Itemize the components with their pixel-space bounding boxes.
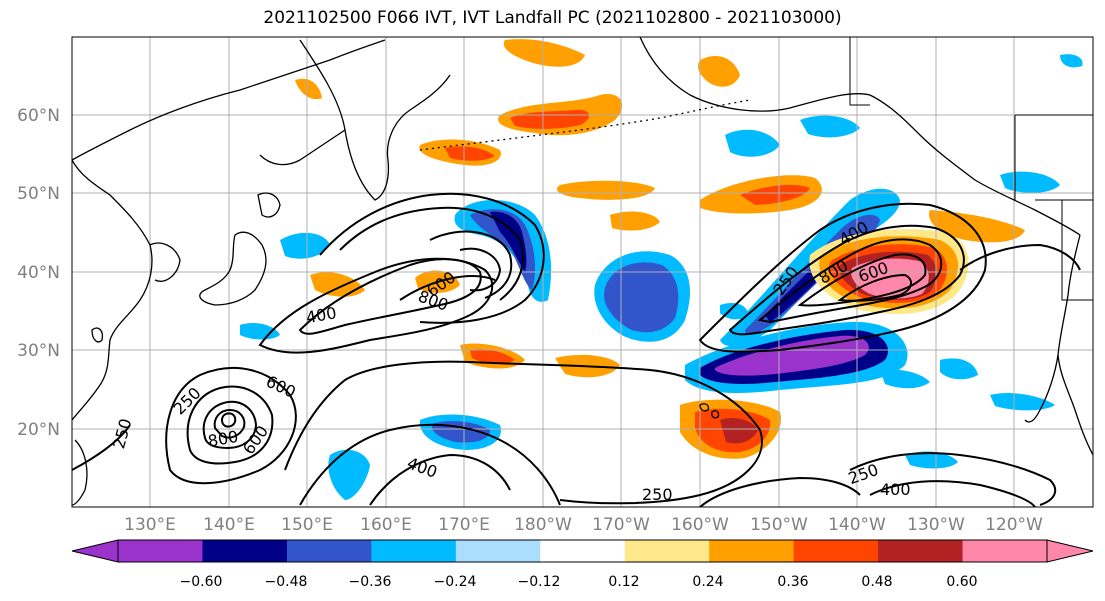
colorbar-cell xyxy=(118,540,203,562)
lat-label: 40°N xyxy=(17,263,60,283)
lat-label: 50°N xyxy=(17,184,60,204)
lon-label: 140°E xyxy=(203,515,255,535)
colorbar-cell xyxy=(371,540,457,562)
map-title: 2021102500 F066 IVT, IVT Landfall PC (20… xyxy=(263,8,842,28)
map-frame xyxy=(71,36,1094,508)
lon-label: 150°W xyxy=(750,515,808,535)
colorbar-ticks: −0.60 −0.48 −0.36 −0.24 −0.12 0.12 0.24 … xyxy=(180,574,978,590)
colorbar-tick-label: 0.60 xyxy=(946,574,977,590)
colorbar-tick-label: −0.12 xyxy=(518,574,561,590)
colorbar-extend-left xyxy=(71,539,119,563)
colorbar-cell xyxy=(455,540,541,562)
lat-label: 20°N xyxy=(17,420,60,440)
contour-label: 600 xyxy=(263,372,299,402)
lon-label: 130°W xyxy=(907,515,965,535)
contour-label: 250 xyxy=(642,485,673,504)
colorbar-extend-right xyxy=(1046,539,1094,563)
colorbar-cell xyxy=(286,540,372,562)
lon-label: 150°E xyxy=(281,515,333,535)
contour-label: 400 xyxy=(305,303,338,327)
colorbar-tick-label: −0.60 xyxy=(180,574,223,590)
lat-label: 30°N xyxy=(17,341,60,361)
colorbar: −0.60 −0.48 −0.36 −0.24 −0.12 0.12 0.24 … xyxy=(71,539,1094,590)
colorbar-cell xyxy=(709,540,795,562)
colorbar-tick-label: 0.12 xyxy=(608,574,639,590)
colorbar-cell xyxy=(793,540,879,562)
longitude-labels: 130°E 140°E 150°E 160°E 170°E 180°W 170°… xyxy=(124,515,1043,535)
colorbar-tick-label: 0.24 xyxy=(692,574,723,590)
contour-label: 400 xyxy=(880,480,911,499)
lon-label: 160°E xyxy=(360,515,412,535)
contour-label: 250 xyxy=(170,383,205,418)
pc-fill-layer xyxy=(240,39,1083,500)
latitude-labels: 60°N 50°N 40°N 30°N 20°N xyxy=(17,106,60,440)
lon-label: 170°E xyxy=(438,515,490,535)
contour-label: 250 xyxy=(846,460,881,488)
graticule xyxy=(72,37,1093,507)
coastlines xyxy=(72,37,1093,506)
colorbar-cell xyxy=(540,540,626,562)
lon-label: 120°W xyxy=(985,515,1043,535)
lon-label: 170°W xyxy=(592,515,650,535)
lat-label: 60°N xyxy=(17,106,60,126)
contour-label: 250 xyxy=(109,416,135,450)
ivt-contours xyxy=(72,192,1081,507)
colorbar-tick-label: 0.36 xyxy=(777,574,808,590)
colorbar-cell xyxy=(962,540,1048,562)
lon-label: 160°W xyxy=(671,515,729,535)
colorbar-cell xyxy=(878,540,964,562)
colorbar-frame xyxy=(117,539,1048,563)
colorbar-cell xyxy=(624,540,710,562)
lon-label: 130°E xyxy=(124,515,176,535)
colorbar-cells xyxy=(118,540,1048,562)
colorbar-cell xyxy=(202,540,288,562)
colorbar-tick-label: −0.36 xyxy=(349,574,392,590)
colorbar-tick-label: 0.48 xyxy=(861,574,892,590)
political-borders xyxy=(849,37,1093,301)
colorbar-tick-label: −0.48 xyxy=(265,574,308,590)
lon-label: 180°W xyxy=(514,515,572,535)
lon-label: 140°W xyxy=(828,515,886,535)
colorbar-tick-label: −0.24 xyxy=(434,574,477,590)
